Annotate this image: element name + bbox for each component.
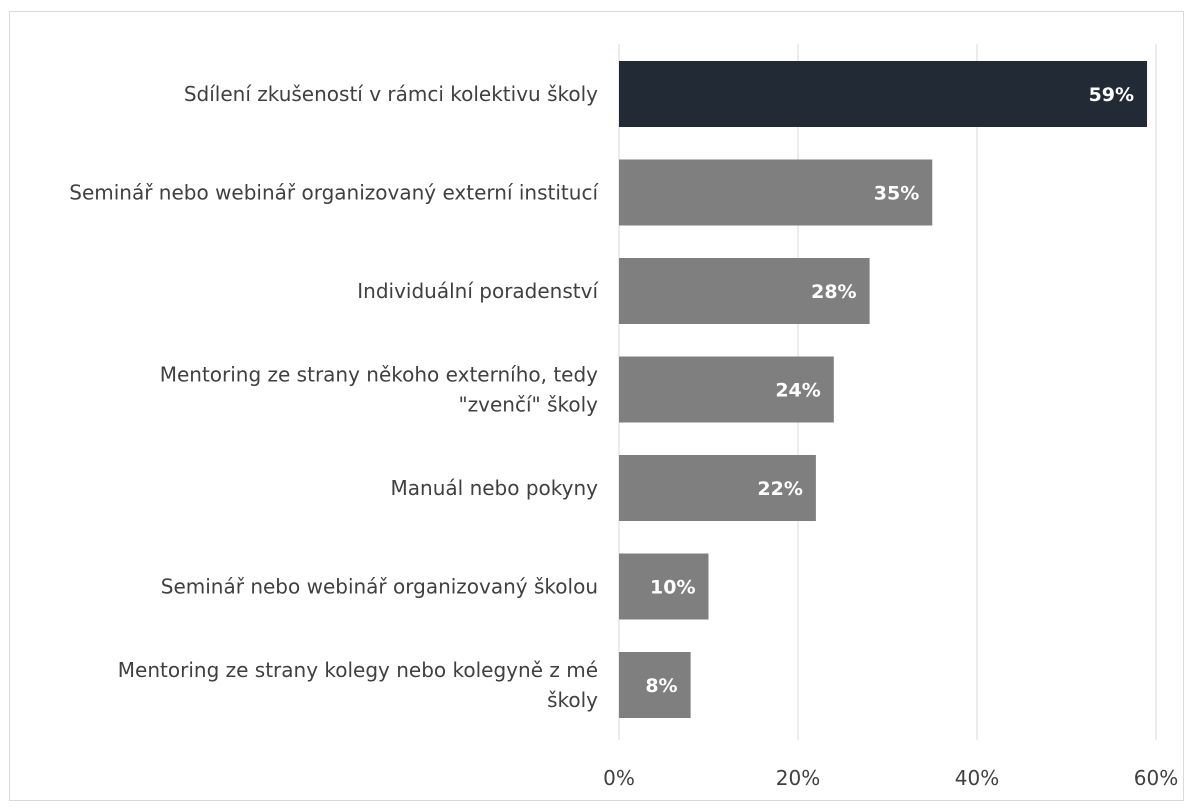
bar-value-label: 8% — [645, 675, 677, 697]
category-label: Mentoring ze strany kolegy nebo kolegyně… — [118, 658, 598, 712]
category-label: Sdílení zkušeností v rámci kolektivu ško… — [184, 82, 598, 106]
bar — [619, 455, 816, 521]
bar-value-label: 28% — [811, 281, 856, 303]
x-tick-label: 0% — [603, 766, 635, 790]
bar — [619, 553, 709, 620]
x-axis-tick-layer: 0% 20% 40% 60% — [603, 766, 1178, 790]
category-label-layer: Sdílení zkušeností v rámci kolektivu ško… — [69, 82, 599, 712]
x-tick-label: 40% — [955, 766, 999, 790]
category-label-line: Seminář nebo webinář organizovaný extern… — [69, 181, 599, 205]
category-label-line: "zvenčí" školy — [458, 393, 598, 417]
bar — [619, 61, 1148, 127]
bar-value-label: 59% — [1089, 84, 1134, 106]
category-label-line: Mentoring ze strany kolegy nebo kolegyně… — [118, 658, 598, 682]
x-tick-label: 60% — [1134, 766, 1178, 790]
category-label-line: Manuál nebo pokyny — [391, 476, 599, 500]
bar — [619, 258, 870, 324]
category-label-line: Mentoring ze strany někoho externího, te… — [160, 363, 598, 387]
category-label: Mentoring ze strany někoho externího, te… — [160, 363, 598, 417]
chart-frame — [9, 11, 1184, 801]
category-label: Manuál nebo pokyny — [391, 476, 599, 500]
bar-value-label: 22% — [757, 478, 802, 500]
bar — [619, 652, 691, 718]
bar — [619, 159, 933, 226]
category-label: Seminář nebo webinář organizovaný extern… — [69, 181, 599, 205]
bar-value-label: 35% — [874, 183, 919, 205]
category-label-line: školy — [547, 688, 598, 712]
category-label: Seminář nebo webinář organizovaný školou — [161, 575, 598, 599]
category-label-line: Individuální poradenství — [357, 279, 599, 303]
bar-value-label: 24% — [775, 380, 820, 402]
x-tick-label: 20% — [776, 766, 820, 790]
bar-layer: 59% 35% 28% 24% 22% 10% 8% — [619, 61, 1148, 718]
category-label-line: Seminář nebo webinář organizovaný školou — [161, 575, 598, 599]
bar — [619, 356, 834, 423]
category-label-line: Sdílení zkušeností v rámci kolektivu ško… — [184, 82, 598, 106]
bar-value-label: 10% — [650, 577, 695, 599]
category-label: Individuální poradenství — [357, 279, 599, 303]
